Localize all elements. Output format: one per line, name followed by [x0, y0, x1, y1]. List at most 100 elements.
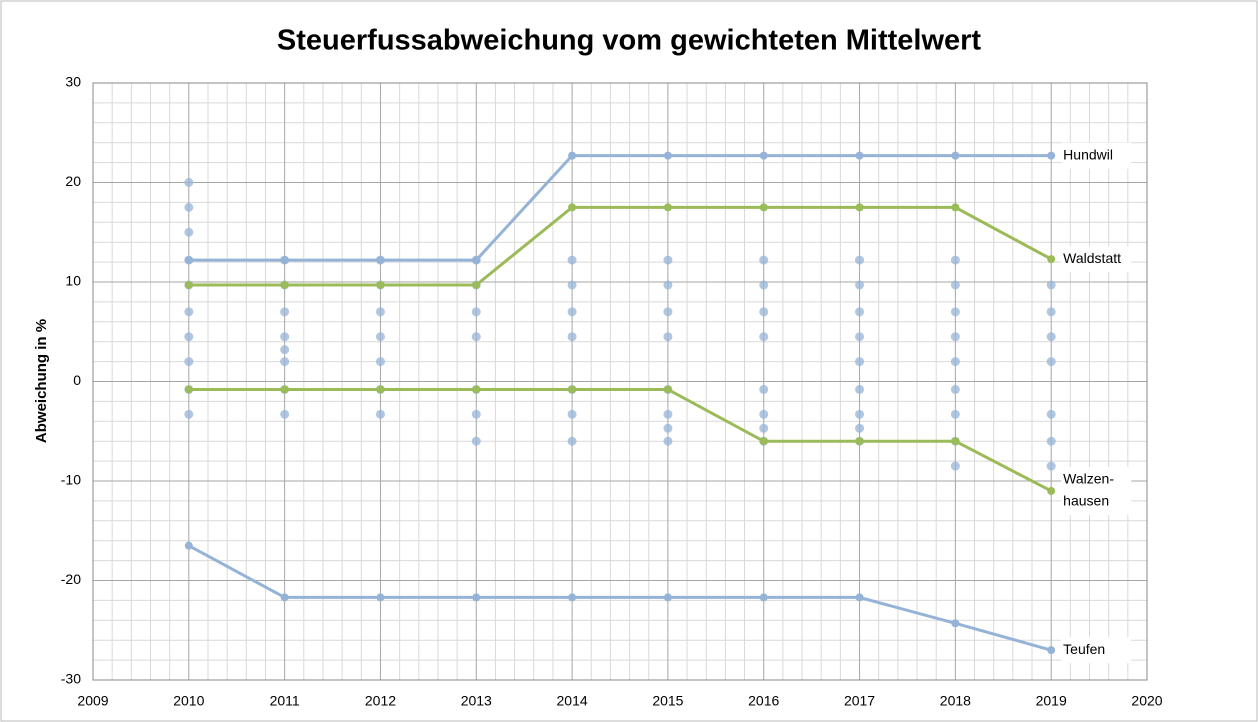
series-label: Walzen- [1063, 471, 1114, 487]
x-tick-label: 2014 [557, 693, 588, 709]
dot [855, 409, 865, 419]
dot [663, 307, 673, 317]
dot [855, 332, 865, 342]
dot [950, 461, 960, 471]
series-label: Waldstatt [1063, 250, 1121, 266]
dot [375, 409, 385, 419]
dot [184, 178, 194, 187]
dot [184, 307, 194, 317]
line-point [855, 151, 864, 160]
x-tick-label: 2020 [1131, 693, 1162, 709]
line-point [184, 385, 193, 394]
dot [950, 384, 960, 394]
line-point [1047, 646, 1056, 655]
dot [1046, 332, 1056, 342]
x-tick-label: 2019 [1036, 693, 1067, 709]
x-tick-label: 2018 [940, 693, 971, 709]
dot [567, 255, 577, 265]
line-point [951, 437, 960, 446]
dot [663, 436, 673, 446]
y-tick-label: 0 [73, 372, 81, 388]
dot [950, 409, 960, 419]
line-point [663, 151, 672, 160]
plot-border [92, 82, 1148, 681]
dot [567, 409, 577, 419]
line-point [280, 280, 289, 289]
grid [92, 82, 1148, 681]
line-point [376, 256, 385, 265]
dot [855, 384, 865, 394]
x-tick-label: 2011 [270, 693, 300, 709]
line-point [759, 593, 768, 602]
dot [471, 409, 481, 419]
dot [1046, 409, 1056, 419]
line-point [855, 203, 864, 212]
y-axis-label: Abweichung in % [33, 319, 50, 443]
dot [1046, 280, 1056, 290]
dot [184, 202, 194, 212]
dot [759, 384, 769, 394]
dot [759, 423, 769, 433]
x-tick-label: 2013 [461, 693, 492, 709]
line-point [951, 619, 960, 628]
line-point [280, 593, 289, 602]
dot [280, 409, 290, 419]
dot [663, 423, 673, 433]
dot [1046, 461, 1056, 471]
line-point [472, 280, 481, 289]
line-point [376, 593, 385, 602]
line-point [568, 203, 577, 212]
dot [855, 357, 865, 367]
dot [759, 307, 769, 317]
dot [184, 332, 194, 342]
chart-title: Steuerfussabweichung vom gewichteten Mit… [277, 25, 982, 57]
y-tick-label: -10 [61, 472, 81, 488]
line-point [759, 437, 768, 446]
series-line [188, 544, 1052, 652]
label-background [1061, 246, 1132, 273]
line-point [663, 593, 672, 602]
dot [855, 307, 865, 317]
line-point [568, 151, 577, 160]
series-label: Hundwil [1063, 146, 1113, 162]
line-point [663, 385, 672, 394]
series-label: hausen [1063, 493, 1109, 509]
line-point [472, 385, 481, 394]
dot [280, 345, 290, 355]
line-point [759, 203, 768, 212]
label-background [1061, 466, 1132, 515]
dot [280, 307, 290, 317]
dot [375, 357, 385, 367]
line-point [184, 280, 193, 289]
line-point [376, 385, 385, 394]
series-label: Teufen [1063, 641, 1105, 657]
dot [950, 280, 960, 290]
dot [567, 436, 577, 446]
line-point [855, 437, 864, 446]
dot [280, 332, 290, 342]
dot [855, 423, 865, 433]
dot [663, 332, 673, 342]
y-tick-label: 20 [65, 173, 81, 189]
line-point [1047, 151, 1056, 160]
dot [184, 409, 194, 419]
line-point [759, 151, 768, 160]
series-line [188, 205, 1052, 287]
x-tick-label: 2015 [652, 693, 683, 709]
dot [567, 307, 577, 317]
series-line [188, 387, 1052, 493]
dot [471, 307, 481, 317]
dot [567, 332, 577, 342]
line-point [855, 593, 864, 602]
dot [759, 280, 769, 290]
dot [280, 357, 290, 367]
dot [663, 255, 673, 265]
line-point [951, 203, 960, 212]
dot [375, 332, 385, 342]
dot [855, 255, 865, 265]
x-tick-label: 2009 [77, 693, 108, 709]
y-tick-label: 30 [65, 74, 81, 90]
dot [184, 227, 194, 237]
line-point [1047, 486, 1056, 495]
dot [184, 357, 194, 367]
